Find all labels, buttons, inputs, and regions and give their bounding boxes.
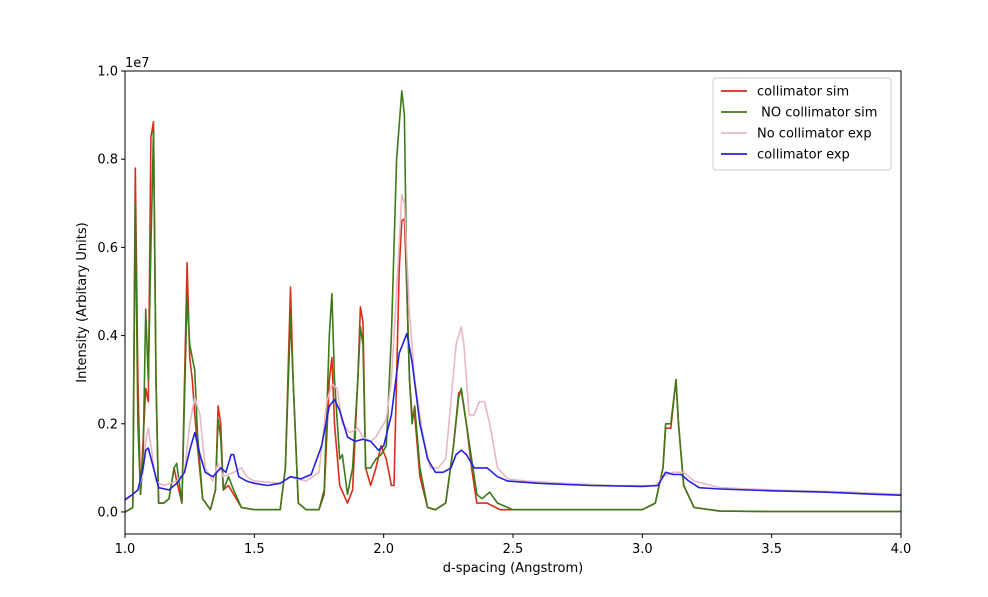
y-tick-label: 0.4 bbox=[97, 329, 118, 344]
y-tick-label: 0.0 bbox=[97, 505, 118, 520]
x-axis-label: d-spacing (Angstrom) bbox=[443, 561, 583, 576]
series-layer bbox=[125, 90, 901, 513]
legend-box bbox=[712, 77, 892, 171]
x-tick-label: 1.0 bbox=[115, 542, 136, 557]
series-line-4 bbox=[125, 332, 901, 501]
legend-entry: NO collimator sim bbox=[757, 106, 877, 121]
series-line-2 bbox=[125, 90, 901, 513]
x-tick-label: 1.5 bbox=[244, 542, 265, 557]
y-axis-offset-label: 1e7 bbox=[125, 56, 150, 71]
legend-entry: collimator sim bbox=[757, 85, 849, 100]
legend-entry: No collimator exp bbox=[757, 127, 872, 142]
x-tick-label: 4.0 bbox=[891, 542, 912, 557]
legend: collimator sim NO collimator sim No colli… bbox=[712, 77, 892, 171]
y-axis: 0.0 0.2 0.4 0.6 0.8 1.0 bbox=[97, 65, 125, 520]
y-axis-label: Intensity (Arbitary Units) bbox=[75, 222, 90, 382]
x-axis: 1.0 1.5 2.0 2.5 3.0 3.5 4.0 bbox=[115, 534, 912, 557]
x-tick-label: 3.0 bbox=[632, 542, 653, 557]
x-tick-label: 2.0 bbox=[373, 542, 394, 557]
y-tick-label: 0.2 bbox=[97, 417, 118, 432]
legend-entry: collimator exp bbox=[757, 148, 850, 163]
x-tick-label: 2.5 bbox=[503, 542, 524, 557]
y-tick-label: 0.6 bbox=[97, 241, 118, 256]
x-tick-label: 3.5 bbox=[761, 542, 782, 557]
y-tick-label: 0.8 bbox=[97, 153, 118, 168]
series-line-3 bbox=[125, 193, 901, 502]
y-tick-label: 1.0 bbox=[97, 65, 118, 80]
